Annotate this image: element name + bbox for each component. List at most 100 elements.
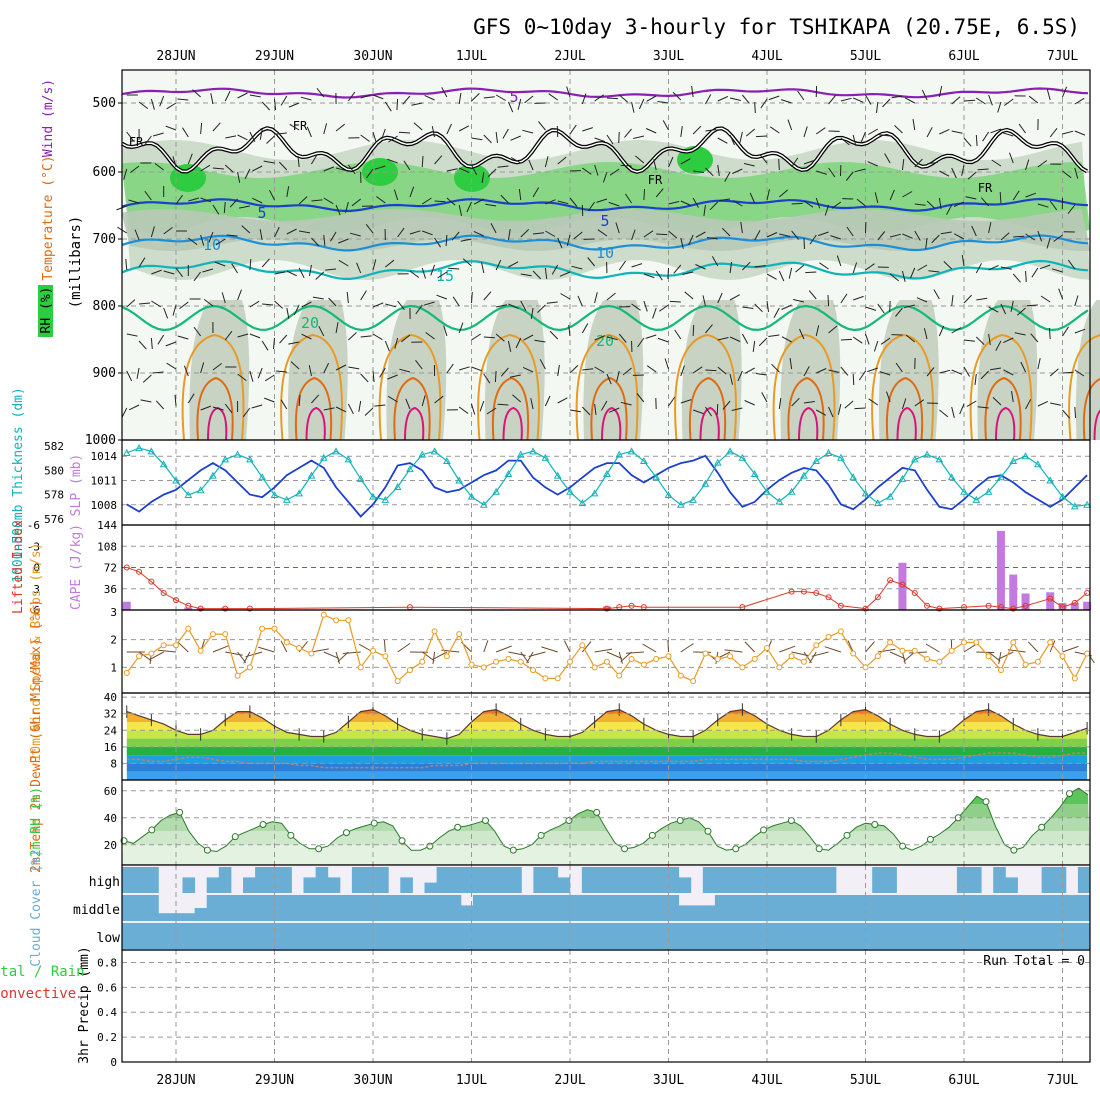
wind-speed-point bbox=[628, 656, 635, 663]
wind-barb bbox=[1074, 369, 1085, 377]
wind-barb bbox=[709, 201, 719, 211]
cape-bar bbox=[1083, 601, 1092, 610]
wind-barb bbox=[975, 134, 978, 147]
wind-barb bbox=[518, 189, 522, 201]
wind-barb bbox=[894, 125, 903, 134]
cloud-cell-middle bbox=[497, 895, 510, 921]
cloud-cell-high bbox=[315, 867, 329, 893]
cloud-cell-high bbox=[1053, 867, 1067, 893]
isotherm-30-loop bbox=[393, 376, 431, 441]
wind-barb bbox=[394, 337, 399, 349]
wind-barb-10m bbox=[563, 640, 571, 653]
wind-barb bbox=[916, 297, 928, 303]
bottom-date-1JUL: 1JUL bbox=[456, 1073, 487, 1088]
rh-band bbox=[122, 844, 1090, 865]
wind-barb bbox=[668, 230, 678, 239]
wind-barb bbox=[931, 234, 940, 244]
wind-barb bbox=[637, 337, 645, 348]
slp-tick-1011: 1011 bbox=[91, 474, 118, 487]
wind-barb bbox=[840, 97, 852, 102]
wind-barb bbox=[988, 222, 992, 234]
wind-barb bbox=[706, 237, 718, 240]
wind-barb bbox=[346, 292, 349, 304]
slp-point bbox=[122, 448, 131, 456]
cloud-cell-high bbox=[581, 867, 595, 893]
isotherm-35-loop bbox=[798, 406, 819, 441]
rh-band bbox=[122, 831, 1090, 845]
wind-barb bbox=[739, 131, 743, 143]
cloud-cell-high bbox=[811, 867, 825, 893]
wind-barb bbox=[758, 337, 768, 347]
wind-barb bbox=[446, 168, 458, 172]
wind-barb bbox=[967, 171, 977, 180]
cloud-cell-low bbox=[678, 923, 692, 949]
cloud-cell-low bbox=[884, 923, 897, 949]
wind-barb bbox=[545, 230, 556, 237]
wind-barb bbox=[616, 370, 620, 382]
wind-barb bbox=[743, 163, 755, 167]
wind-tick-3: 3 bbox=[110, 606, 117, 619]
wind-barb bbox=[824, 204, 830, 216]
cloud-cell-middle bbox=[315, 895, 329, 921]
wind-barb bbox=[744, 400, 755, 406]
temp-band bbox=[126, 713, 1088, 722]
wind-barb bbox=[618, 131, 620, 144]
wind-barb bbox=[200, 164, 211, 172]
slp-point bbox=[479, 500, 488, 508]
wind-barb bbox=[249, 333, 261, 339]
wind-barb bbox=[965, 196, 977, 200]
wind-barb bbox=[615, 222, 620, 234]
wind-barb-10m bbox=[988, 651, 1001, 662]
cloud-cell-low bbox=[521, 923, 534, 949]
wind-barb bbox=[571, 265, 583, 270]
slp-point bbox=[258, 473, 267, 481]
wind-barb bbox=[939, 369, 951, 374]
wind-barb bbox=[278, 161, 288, 171]
wind-barb bbox=[163, 226, 173, 235]
slp-point bbox=[369, 492, 377, 500]
wind-barb bbox=[805, 271, 817, 274]
cape-bar bbox=[996, 530, 1005, 610]
wind-barb bbox=[286, 228, 297, 235]
wind-barb bbox=[275, 370, 287, 373]
wind-barb bbox=[459, 366, 470, 371]
cloud-cell-high bbox=[630, 867, 643, 893]
pressure-tick-1000: 1000 bbox=[85, 433, 116, 448]
wind-barb bbox=[264, 397, 275, 403]
wind-barb bbox=[606, 336, 618, 341]
wind-barb bbox=[226, 234, 238, 237]
wind-barb bbox=[594, 403, 597, 415]
cloud-cell-low bbox=[218, 923, 232, 949]
wind-barb-10m bbox=[811, 651, 829, 657]
cloud-cell-middle bbox=[146, 895, 159, 921]
wind-barb bbox=[434, 155, 443, 165]
wind-barb bbox=[306, 126, 312, 138]
wind-barb bbox=[316, 87, 325, 98]
wind-barb bbox=[497, 165, 509, 168]
wind-barb bbox=[301, 333, 312, 340]
wind-barb bbox=[879, 134, 891, 137]
wind-barb bbox=[473, 198, 485, 205]
wind-barb bbox=[212, 167, 224, 170]
wind-barb bbox=[509, 374, 521, 378]
cloud-cell-high bbox=[400, 877, 413, 893]
rh-point bbox=[732, 845, 740, 853]
wind-barb bbox=[795, 264, 805, 273]
wind-speed-point bbox=[197, 647, 204, 654]
wind-barb bbox=[495, 259, 502, 271]
wind-barb bbox=[963, 137, 972, 147]
wind-barb bbox=[372, 302, 384, 308]
wind-barb bbox=[1058, 288, 1063, 300]
wind-barb bbox=[923, 328, 928, 340]
cloud-cell-middle bbox=[460, 905, 474, 921]
wind-barb bbox=[653, 159, 657, 171]
cloud-cell-high bbox=[279, 867, 292, 893]
wind-barb bbox=[301, 301, 312, 308]
slp-point bbox=[196, 486, 205, 494]
wind-barb bbox=[990, 367, 1002, 371]
wind-barb bbox=[299, 230, 311, 234]
wind-barb bbox=[421, 155, 424, 168]
wind-barb bbox=[652, 307, 657, 319]
slp-point bbox=[984, 487, 993, 495]
wind-barb bbox=[274, 98, 277, 110]
